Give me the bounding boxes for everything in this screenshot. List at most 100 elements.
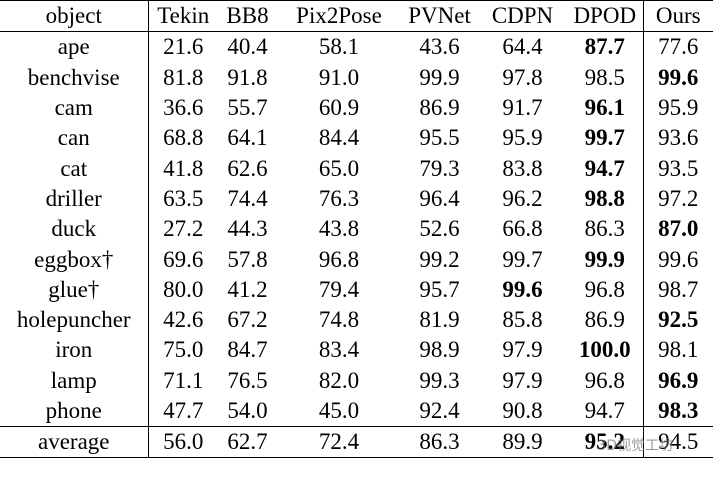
table-row: phone 47.7 54.0 45.0 92.4 90.8 94.7 98.3	[0, 395, 713, 427]
header-cell: BB8	[218, 0, 277, 33]
table-row: driller 63.5 74.4 76.3 96.4 96.2 98.8 97.2	[0, 183, 713, 215]
cell: 72.4	[277, 426, 401, 459]
cell: 89.9	[478, 426, 567, 459]
cell: 45.0	[318, 398, 360, 423]
cell: 71.1	[163, 367, 204, 393]
row-label: ape	[0, 31, 149, 63]
cell: 93.5	[658, 155, 699, 181]
cell: 100.0	[567, 335, 644, 366]
row-label: average	[0, 426, 149, 459]
cell: 98.1	[658, 337, 699, 363]
row-label: driller	[0, 183, 149, 215]
row-label: lamp	[0, 365, 149, 396]
cell: 91.0	[318, 64, 360, 90]
table-row: ape 21.6 40.4 58.1 43.6 64.4 87.7 77.6	[0, 31, 713, 63]
cell: 94.7	[567, 153, 644, 184]
cell: 99.3	[419, 367, 460, 393]
cell: 85.8	[502, 307, 543, 333]
header-cell: DPOD	[567, 0, 644, 33]
cell: 79.3	[419, 155, 460, 181]
cell: 98.9	[419, 337, 460, 363]
cell: 74.8	[318, 307, 360, 333]
table-row: average 56.0 62.7 72.4 86.3 89.9 95.2 94.5	[0, 426, 713, 459]
cell: 76.3	[318, 185, 360, 211]
cell: 92.4	[419, 398, 460, 423]
cell: 98.5	[567, 62, 644, 93]
cell: 55.7	[227, 95, 268, 121]
cell: 21.6	[163, 34, 204, 60]
cell: 86.9	[567, 304, 644, 336]
cell: 99.2	[419, 246, 460, 272]
row-label: can	[0, 123, 149, 154]
cell: 64.4	[502, 34, 543, 60]
cell: 86.3	[567, 214, 644, 245]
cell: 63.5	[163, 185, 204, 211]
cell: 62.7	[218, 426, 277, 459]
cell: 66.8	[502, 216, 543, 242]
cell: 43.6	[419, 34, 460, 60]
cell: 41.2	[227, 276, 268, 302]
cell: 41.8	[163, 155, 204, 181]
cell: 62.6	[227, 155, 268, 181]
cell: 96.8	[567, 274, 644, 305]
cell: 60.9	[318, 95, 360, 121]
cell: 54.0	[227, 398, 268, 423]
cell: 96.8	[318, 246, 360, 272]
cell: 69.6	[163, 246, 204, 272]
cell: 75.0	[163, 337, 204, 363]
cell: 96.9	[658, 367, 699, 393]
cell: 96.2	[502, 185, 543, 211]
header-cell: Ours	[643, 0, 713, 33]
cell: 83.8	[502, 155, 543, 181]
table-row: lamp 71.1 76.5 82.0 99.3 97.9 96.8 96.9	[0, 365, 713, 396]
cell: 99.9	[567, 244, 644, 275]
row-label: cam	[0, 92, 149, 124]
cell: 98.7	[658, 276, 699, 302]
cell: 36.6	[163, 95, 204, 121]
cell: 92.5	[658, 307, 699, 333]
cell: 97.9	[502, 337, 543, 363]
cell: 97.8	[502, 64, 543, 90]
cell: 81.9	[419, 307, 460, 333]
row-label: iron	[0, 335, 149, 366]
cell: 56.0	[148, 426, 218, 459]
cell: 91.8	[227, 64, 268, 90]
cell: 64.1	[227, 125, 268, 151]
row-label: benchvise	[0, 62, 149, 93]
row-label: holepuncher	[0, 304, 149, 336]
cell: 82.0	[318, 367, 360, 393]
cell: 67.2	[227, 307, 268, 333]
cell: 81.8	[163, 64, 204, 90]
table-row: iron 75.0 84.7 83.4 98.9 97.9 100.0 98.1	[0, 335, 713, 366]
cell: 97.9	[502, 367, 543, 393]
cell: 79.4	[318, 276, 360, 302]
cell: 42.6	[163, 307, 204, 333]
cell: 98.8	[567, 183, 644, 215]
header-cell: Pix2Pose	[277, 0, 401, 33]
table-row: eggbox† 69.6 57.8 96.8 99.2 99.7 99.9 99.6	[0, 244, 713, 275]
table-row: glue† 80.0 41.2 79.4 95.7 99.6 96.8 98.7	[0, 274, 713, 305]
cell: 99.9	[419, 64, 460, 90]
cell: 47.7	[163, 398, 204, 423]
results-table: object Tekin BB8 Pix2Pose PVNet CDPN DPOD Ours a…	[0, 0, 713, 459]
cell: 91.7	[502, 95, 543, 121]
cell: 83.4	[318, 337, 360, 363]
cell: 98.3	[658, 398, 699, 423]
row-label: glue†	[0, 274, 149, 305]
cell: 74.4	[227, 185, 268, 211]
header-cell: PVNet	[401, 0, 478, 33]
cell: 77.6	[658, 34, 699, 60]
row-label: duck	[0, 214, 149, 245]
cell: 95.5	[419, 125, 460, 151]
header-cell: object	[0, 0, 149, 33]
header-row: object Tekin BB8 Pix2Pose PVNet CDPN DPOD Ours	[0, 0, 713, 33]
row-label: phone	[0, 395, 149, 427]
cell: 40.4	[227, 34, 268, 60]
cell: 94.7	[567, 395, 644, 427]
cell: 99.6	[658, 246, 699, 272]
row-label: cat	[0, 153, 149, 184]
cell: 57.8	[227, 246, 268, 272]
cell: 87.0	[658, 216, 699, 242]
cell: 93.6	[658, 125, 699, 151]
